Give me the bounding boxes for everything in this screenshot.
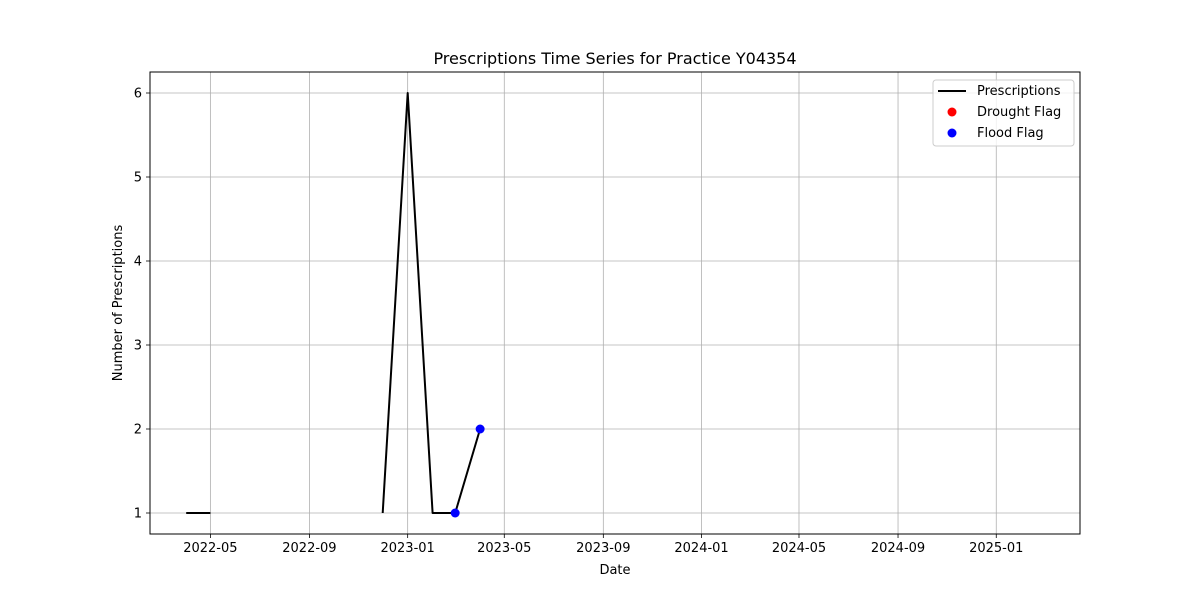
flood-flag-point <box>450 508 460 518</box>
plot-frame <box>149 71 1081 535</box>
x-tick-label: 2022-05 <box>183 541 237 556</box>
x-tick-label: 2023-09 <box>576 541 630 556</box>
x-axis-label: Date <box>599 563 630 578</box>
legend-flood-marker <box>947 128 957 138</box>
x-axis-ticks: 2022-05 2022-09 2023-01 2023-05 2023-09 2024-… <box>183 534 1023 556</box>
y-tick-label: 3 <box>134 339 142 354</box>
flood-flag-point <box>475 424 485 434</box>
y-tick-label: 2 <box>134 423 142 438</box>
legend-prescriptions-label: Prescriptions <box>977 84 1061 99</box>
y-tick-label: 5 <box>134 171 142 186</box>
y-tick-label: 1 <box>134 507 142 522</box>
x-tick-label: 2025-01 <box>969 541 1023 556</box>
legend-flood-label: Flood Flag <box>977 126 1044 141</box>
y-tick-label: 4 <box>134 255 142 270</box>
legend-drought-label: Drought Flag <box>977 105 1061 120</box>
legend-drought-marker <box>947 107 957 117</box>
x-tick-label: 2024-05 <box>772 541 826 556</box>
prescriptions-line-segment <box>381 92 482 514</box>
x-tick-label: 2023-05 <box>477 541 531 556</box>
x-tick-label: 2023-01 <box>380 541 434 556</box>
y-tick-label: 6 <box>134 87 142 102</box>
y-axis-ticks: 1 2 3 4 5 6 <box>134 87 150 522</box>
x-tick-label: 2022-09 <box>282 541 336 556</box>
plot-series <box>186 92 485 518</box>
y-axis-label: Number of Prescriptions <box>111 225 126 382</box>
grid <box>150 72 1080 534</box>
x-tick-label: 2024-01 <box>674 541 728 556</box>
legend: Prescriptions Drought Flag Flood Flag <box>932 79 1075 147</box>
x-tick-label: 2024-09 <box>871 541 925 556</box>
legend-box <box>932 79 1075 147</box>
chart-title: Prescriptions Time Series for Practice Y… <box>433 49 796 68</box>
